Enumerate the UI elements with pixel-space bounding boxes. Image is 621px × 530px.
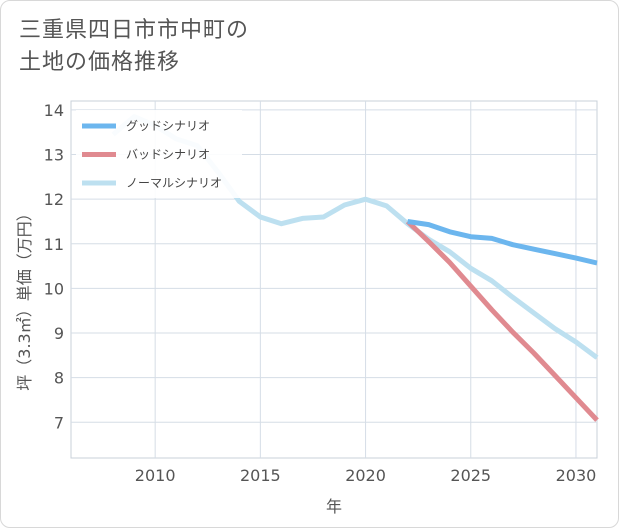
series-line-good	[407, 219, 598, 266]
y-tick-label: 7	[54, 413, 64, 432]
legend-label-good: グッドシナリオ	[126, 119, 210, 133]
x-tick-label: 2015	[240, 466, 281, 485]
chart-title: 三重県四日市市中町の 土地の価格推移	[19, 15, 249, 79]
y-tick-label: 13	[44, 146, 64, 165]
x-tick-label: 2020	[345, 466, 386, 485]
x-tick-label: 2010	[135, 466, 176, 485]
y-tick-label: 8	[54, 369, 64, 388]
series-line-bad	[405, 219, 599, 422]
y-tick-label: 12	[44, 190, 64, 209]
y-tick-label: 9	[54, 324, 64, 343]
x-tick-label: 2030	[556, 466, 597, 485]
y-tick-label: 10	[44, 279, 64, 298]
y-axis-ticks: 7 8 9 10 11 12 13 14	[44, 101, 64, 432]
chart-title-line-1: 三重県四日市市中町の	[19, 18, 250, 43]
legend-label-bad: バッドシナリオ	[126, 148, 210, 162]
legend-label-normal: ノーマルシナリオ	[126, 176, 222, 190]
y-tick-label: 14	[44, 101, 64, 120]
y-axis-label: 坪（3.3㎡）単価（万円）	[15, 205, 34, 390]
x-axis-ticks: 2010 2015 2020 2025 2030	[135, 466, 597, 485]
x-tick-label: 2025	[450, 466, 491, 485]
x-axis-label: 年	[326, 497, 342, 516]
y-tick-label: 11	[44, 235, 64, 254]
chart-title-line-2: 土地の価格推移	[19, 50, 181, 75]
